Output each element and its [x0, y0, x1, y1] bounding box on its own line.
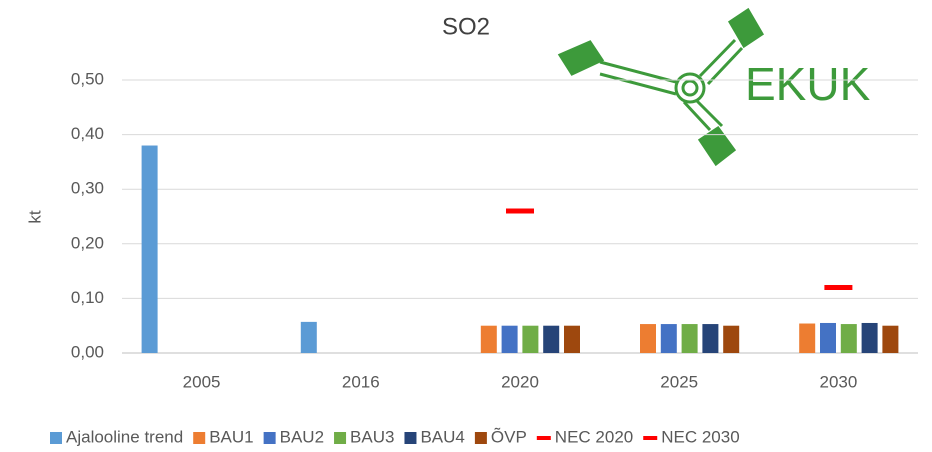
bar [501, 325, 518, 353]
y-tick-label: 0,50 [71, 69, 104, 88]
bar [799, 323, 816, 353]
chart-title: SO2 [442, 13, 490, 40]
y-tick-label: 0,30 [71, 179, 104, 198]
legend-swatch [474, 432, 487, 444]
legend-label: Ajalooline trend [66, 427, 183, 446]
y-tick-label: 0,10 [71, 288, 104, 307]
y-tick-label: 0,20 [71, 233, 104, 252]
bar [702, 324, 719, 353]
bar [820, 322, 836, 353]
bar [660, 324, 677, 353]
bar [564, 325, 580, 353]
legend-label: ÕVP [491, 427, 527, 446]
bar [882, 325, 899, 353]
legend-label: NEC 2020 [555, 427, 633, 446]
legend-label: NEC 2030 [661, 427, 739, 446]
y-tick-label: 0,00 [71, 342, 104, 361]
legend-label: BAU4 [420, 427, 464, 446]
y-axis-label: kt [25, 210, 44, 224]
bar [141, 145, 158, 353]
legend-swatch [50, 432, 62, 444]
legend-swatch [193, 432, 206, 444]
y-tick-label: 0,40 [71, 124, 104, 143]
legend-swatch [263, 432, 276, 444]
x-tick-label: 2005 [183, 372, 221, 391]
legend-label: BAU1 [209, 427, 253, 446]
logo [557, 7, 765, 167]
bar [840, 324, 857, 353]
bar [480, 325, 497, 353]
x-tick-label: 2030 [819, 372, 857, 391]
legend-label: BAU2 [280, 427, 324, 446]
legend-swatch [404, 432, 417, 444]
bar [861, 322, 878, 353]
legend-label: BAU3 [350, 427, 394, 446]
x-tick-label: 2025 [660, 372, 698, 391]
bar [723, 325, 740, 353]
legend-swatch [334, 432, 347, 444]
logo-text: EKUK [745, 58, 871, 110]
x-tick-label: 2016 [342, 372, 380, 391]
bar [522, 325, 539, 353]
x-tick-label: 2020 [501, 372, 539, 391]
bar [543, 325, 560, 353]
bar [681, 324, 698, 353]
bar [300, 321, 317, 353]
bar [640, 324, 656, 353]
